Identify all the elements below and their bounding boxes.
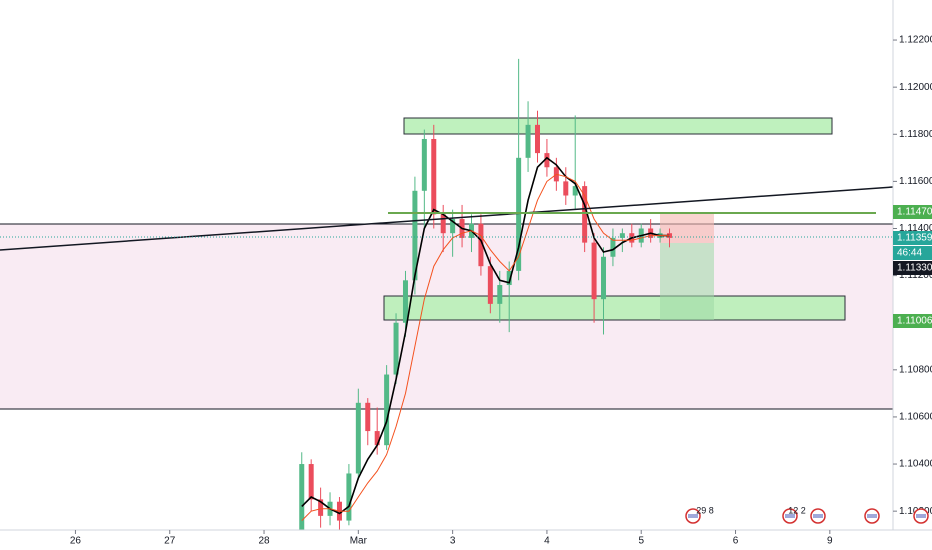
x-tick-label: 26 [70,536,82,547]
event-flag-stripe [688,514,698,518]
support-zone [383,295,846,321]
y-tick-label: 1.11600 [899,176,932,187]
trend-line [0,186,894,251]
price-tag: 1.11359 [897,233,932,244]
candle-body [582,186,588,243]
candle-body [516,157,522,271]
x-tick-label: 6 [733,536,739,547]
candle-body [365,402,371,432]
y-tick-label: 1.10400 [899,459,932,470]
candle-body [431,138,437,215]
candle-body [563,181,569,196]
price-tag: 46:44 [897,248,922,259]
price-tag-bg [893,205,932,219]
candle-body [534,124,540,154]
target-zone [660,243,714,320]
event-flag-stripe [916,514,926,518]
event-count: 12 2 [788,505,806,515]
candle-body [487,266,493,304]
candle-body [544,153,550,168]
price-tag: 1.11006 [897,316,932,327]
y-tick-label: 1.12200 [899,35,932,46]
candle-body [478,223,484,267]
x-tick-label: 27 [164,536,176,547]
candle-body [506,270,512,286]
price-tag-bg [893,246,932,260]
y-tick-label: 1.11200 [899,270,932,281]
x-tick-label: 3 [450,536,456,547]
candle-body [525,124,531,158]
x-tick-label: 5 [638,536,644,547]
candle-body [421,138,427,191]
candle-body [591,242,597,300]
candle-body [572,186,578,196]
y-tick-label: 1.11400 [899,223,932,234]
event-flag-stripe [867,514,877,518]
events: 29 8 12 2 [685,505,929,524]
moving-average [301,156,670,515]
candle-body [374,431,380,446]
candle-body [299,464,305,530]
y-tick-label: 1.12000 [899,82,932,93]
candle-body [450,219,456,234]
x-tick-label: Mar [350,536,368,547]
price-tag-bg [893,314,932,328]
candle-body [355,402,361,474]
candle-body [440,214,446,234]
price-tag-bg [893,231,932,245]
event-flag-stripe [813,514,823,518]
price-tag-bg [893,261,932,275]
candle-body [610,237,616,257]
x-tick-label: 4 [544,536,550,547]
candle-body [412,190,418,281]
candle-body [393,322,399,375]
candle-body [667,233,673,238]
candle-body [402,280,408,323]
y-tick-label: 1.10800 [899,364,932,375]
candle-body [384,374,390,446]
y-tick-label: 1.10600 [899,412,932,423]
y-tick-label: 1.11800 [899,129,932,140]
x-tick-label: 28 [258,536,270,547]
plot [299,58,673,530]
candle-body [601,256,607,300]
candle-body [619,233,625,238]
moving-average [301,173,670,521]
stop-zone [660,213,714,243]
candle-body [308,464,314,500]
candle-body [318,499,324,516]
x-tick-label: 9 [827,536,833,547]
resistance-zone [403,117,833,135]
candle-body [497,285,503,304]
event-count: 29 8 [696,505,714,515]
price-tag: 1.11330 [897,263,932,274]
candle-body [346,473,352,521]
price-tags: 1.11470 1.11359 46:44 1.11330 1.11006 [893,205,932,328]
event-flag-stripe [785,514,795,518]
price-tag: 1.11470 [897,207,932,218]
